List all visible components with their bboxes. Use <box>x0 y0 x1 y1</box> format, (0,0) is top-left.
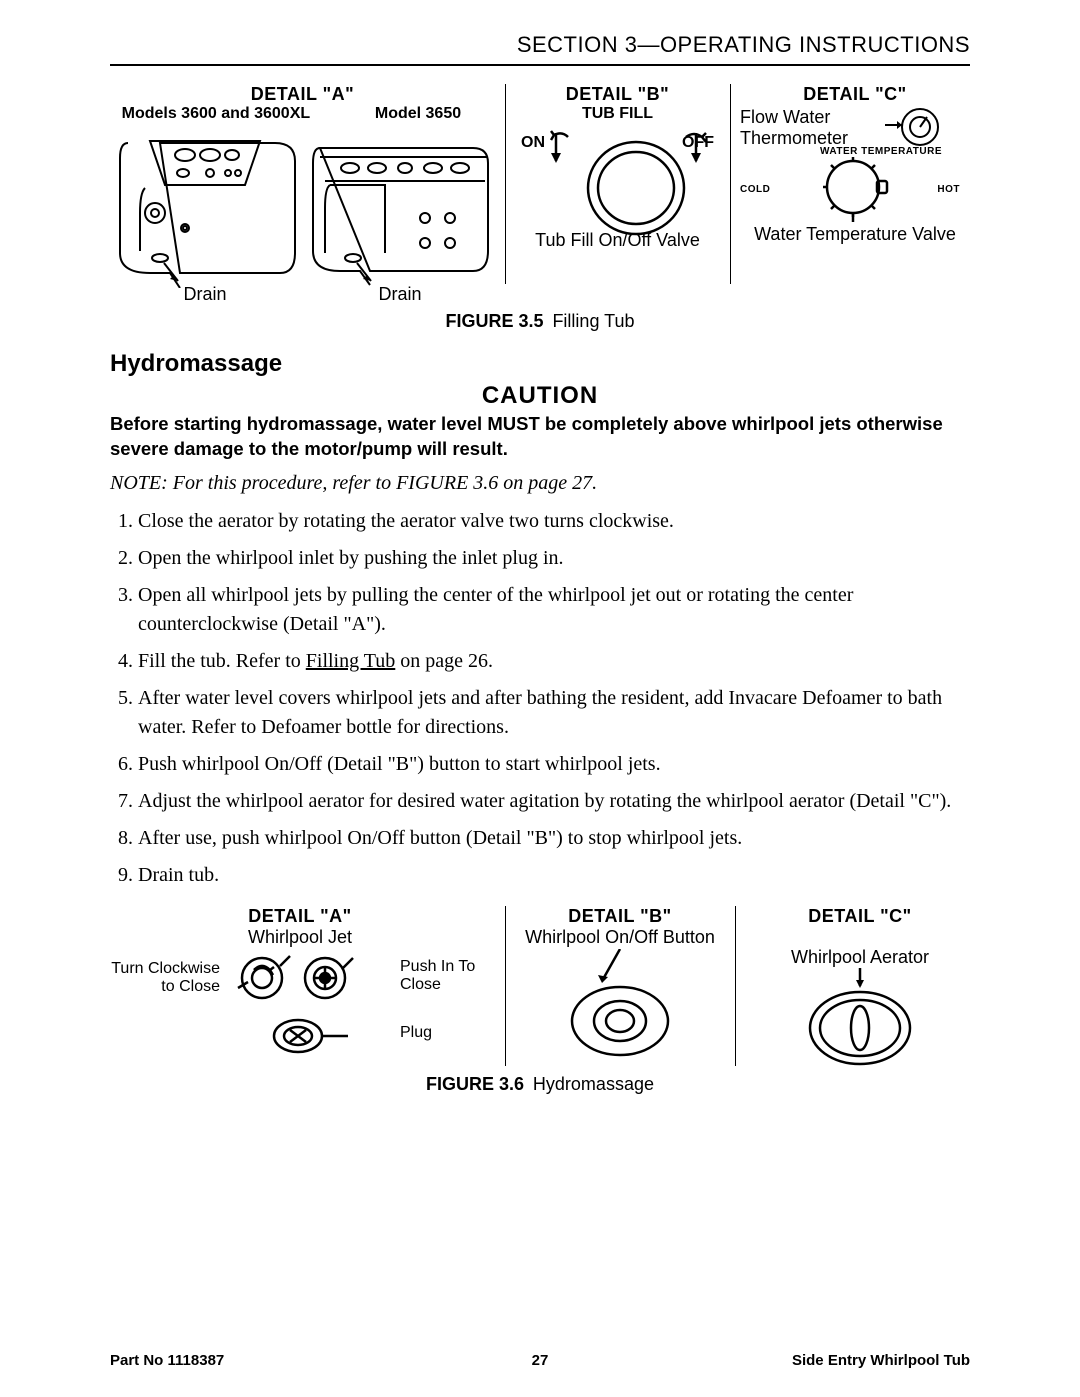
figure-3-6: DETAIL "A" Whirlpool Jet Turn Clockwise … <box>110 906 970 1068</box>
step-3: Open all whirlpool jets by pulling the c… <box>138 581 970 639</box>
figure-3-5: DETAIL "A" Models 3600 and 3600XL Model … <box>110 84 970 305</box>
tub-diagram-3600: Drain <box>110 123 300 305</box>
step-1: Close the aerator by rotating the aerato… <box>138 507 970 536</box>
fig35-caption-num: FIGURE 3.5 <box>446 311 544 331</box>
tub-diagram-3650: Drain <box>305 123 495 305</box>
fig36-a-title: DETAIL "A" <box>110 906 490 927</box>
drain-label-2: Drain <box>305 284 495 305</box>
button-diagram <box>550 949 690 1059</box>
step4-pre: Fill the tub. Refer to <box>138 650 306 672</box>
temp-valve-icon <box>811 157 896 222</box>
detail-a-title: DETAIL "A" <box>110 84 495 105</box>
turn-clockwise-label: Turn Clockwise to Close <box>110 960 220 996</box>
whirlpool-button-label: Whirlpool On/Off Button <box>520 927 720 949</box>
procedure-note: NOTE: For this procedure, refer to FIGUR… <box>110 472 970 495</box>
detail-b-sub: TUB FILL <box>515 105 720 123</box>
fig35-detail-a: DETAIL "A" Models 3600 and 3600XL Model … <box>110 84 495 305</box>
caution-warning: Before starting hydromassage, water leve… <box>110 412 970 462</box>
detail-c-title: DETAIL "C" <box>740 84 970 105</box>
fig36-detail-c: DETAIL "C" Whirlpool Aerator <box>750 906 970 1068</box>
fig36-caption: FIGURE 3.6 Hydromassage <box>110 1074 970 1095</box>
step-7: Adjust the whirlpool aerator for desired… <box>138 787 970 816</box>
jet-diagram <box>230 948 390 1068</box>
footer-product: Side Entry Whirlpool Tub <box>683 1352 970 1369</box>
step-2: Open the whirlpool inlet by pushing the … <box>138 544 970 573</box>
aerator-diagram <box>790 968 930 1068</box>
fig36-c-title: DETAIL "C" <box>750 906 970 927</box>
step-4: Fill the tub. Refer to Filling Tub on pa… <box>138 647 970 676</box>
detail-b-title: DETAIL "B" <box>515 84 720 105</box>
step-6: Push whirlpool On/Off (Detail "B") butto… <box>138 750 970 779</box>
tubfill-valve-label: Tub Fill On/Off Valve <box>515 230 720 251</box>
footer-page-number: 27 <box>397 1352 684 1369</box>
hot-label: HOT <box>937 184 960 195</box>
on-label: ON <box>521 134 545 152</box>
footer-part-no: Part No 1118387 <box>110 1352 397 1369</box>
fig36-caption-text: Hydromassage <box>533 1074 654 1094</box>
step-9: Drain tub. <box>138 861 970 890</box>
steps-list: Close the aerator by rotating the aerato… <box>110 507 970 890</box>
fig35-detail-c: DETAIL "C" Flow Water Thermometer WATER … <box>740 84 970 245</box>
fig35-caption: FIGURE 3.5 Filling Tub <box>110 311 970 332</box>
divider-3 <box>505 906 506 1066</box>
temp-valve-label: Water Temperature Valve <box>740 224 970 245</box>
step4-post: on page 26. <box>395 650 493 672</box>
hydromassage-heading: Hydromassage <box>110 350 970 378</box>
fig35-caption-text: Filling Tub <box>552 311 634 331</box>
cold-label: COLD <box>740 184 770 195</box>
fig36-b-title: DETAIL "B" <box>520 906 720 927</box>
detail-a-sub1: Models 3600 and 3600XL <box>110 105 322 123</box>
fig36-detail-a: DETAIL "A" Whirlpool Jet Turn Clockwise … <box>110 906 490 1068</box>
thermo-label: Flow Water Thermometer <box>740 107 860 149</box>
plug-label: Plug <box>400 1024 490 1042</box>
whirlpool-jet-label: Whirlpool Jet <box>110 927 490 948</box>
divider-4 <box>735 906 736 1066</box>
divider-1 <box>505 84 506 284</box>
off-label: OFF <box>682 134 714 152</box>
divider-2 <box>730 84 731 284</box>
thermometer-icon <box>885 105 945 150</box>
fig36-detail-b: DETAIL "B" Whirlpool On/Off Button <box>520 906 720 1059</box>
step-5: After water level covers whirlpool jets … <box>138 684 970 742</box>
page-footer: Part No 1118387 27 Side Entry Whirlpool … <box>110 1352 970 1369</box>
detail-a-sub2: Model 3650 <box>341 105 495 123</box>
section-header: SECTION 3—OPERATING INSTRUCTIONS <box>110 32 970 66</box>
caution-title: CAUTION <box>110 382 970 410</box>
fig36-caption-num: FIGURE 3.6 <box>426 1074 524 1094</box>
aerator-label: Whirlpool Aerator <box>750 947 970 968</box>
step-8: After use, push whirlpool On/Off button … <box>138 824 970 853</box>
fig35-detail-b: DETAIL "B" TUB FILL <box>515 84 720 251</box>
filling-tub-link[interactable]: Filling Tub <box>306 650 396 672</box>
push-in-label: Push In To Close <box>400 958 490 994</box>
drain-label-1: Drain <box>110 284 300 305</box>
